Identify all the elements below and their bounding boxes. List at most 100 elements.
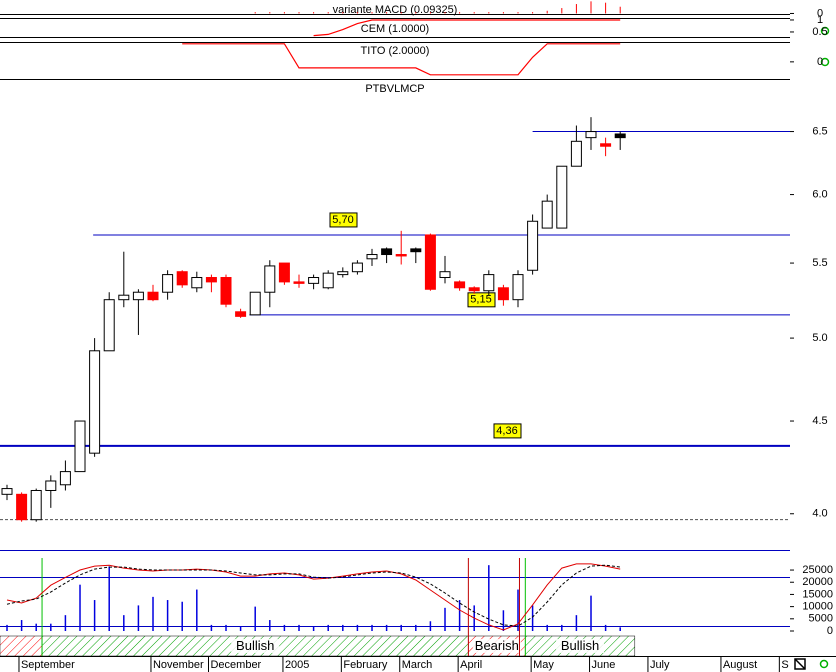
candle-body: [132, 291, 144, 301]
oscillator-line: [6, 564, 621, 627]
candle-body: [308, 277, 320, 284]
candle-body: [103, 299, 115, 352]
candle-body: [176, 271, 188, 286]
candle-body: [614, 133, 626, 139]
line: [313, 19, 621, 37]
bar: [488, 12, 490, 14]
candle-body: [424, 234, 436, 290]
candle-body: [527, 220, 539, 271]
bar: [459, 12, 461, 14]
x-tick-label: February: [343, 659, 388, 671]
bar: [575, 4, 577, 14]
y-tick-label: 6.5: [812, 125, 827, 137]
icon: [794, 658, 806, 670]
icon[interactable]: [819, 659, 829, 669]
candle-body: [585, 131, 597, 139]
icon[interactable]: [820, 26, 830, 36]
candle-body: [249, 291, 261, 316]
panel-borders: [0, 14, 836, 657]
line: [182, 43, 621, 76]
x-tick-label: May: [533, 659, 554, 671]
bar: [283, 12, 285, 14]
level-label-box: [329, 212, 358, 228]
icons: [794, 26, 830, 670]
level-label-box: [467, 292, 496, 308]
candle-body: [454, 281, 466, 289]
candle-body: [337, 271, 349, 276]
candle-body: [497, 287, 509, 301]
candle-body: [205, 277, 217, 283]
icon[interactable]: [794, 658, 806, 670]
candle-body: [366, 254, 378, 260]
candle-body: [410, 248, 422, 253]
level-label: 4,36: [496, 425, 517, 437]
level-label: 5,15: [470, 294, 491, 306]
y-tick-label: 4.5: [812, 415, 827, 427]
bar: [313, 12, 315, 14]
icon[interactable]: [820, 57, 830, 67]
panel-title: variante MACD (0.09325): [333, 4, 458, 16]
bar: [269, 12, 271, 14]
candle-body: [439, 271, 451, 279]
y-tick-label: 0: [817, 56, 823, 68]
x-tick-label: 2005: [285, 659, 309, 671]
x-tick-label: March: [402, 659, 433, 671]
bar: [502, 12, 504, 14]
signal-label: Bullish: [236, 638, 274, 653]
y-tick-label: 25000: [802, 564, 833, 576]
candle-body: [59, 471, 71, 486]
candle-body: [381, 248, 393, 256]
candle-body: [322, 272, 334, 289]
bar: [619, 6, 621, 14]
x-tick-label: December: [210, 659, 261, 671]
bar: [517, 12, 519, 14]
candle-body: [89, 350, 101, 454]
y-tick-label: 5.0: [812, 332, 827, 344]
bar: [400, 12, 402, 14]
bar: [254, 12, 256, 14]
candle-body: [191, 277, 203, 289]
y-tick-label: 0: [817, 7, 823, 19]
bar: [561, 8, 563, 14]
oscillator-line: [6, 563, 621, 631]
candle-body: [162, 274, 174, 293]
bar: [444, 12, 446, 14]
candle-body: [293, 281, 305, 284]
x-tick-label: September: [21, 659, 75, 671]
bar: [429, 12, 431, 14]
candle-body: [235, 311, 247, 317]
bar: [356, 12, 358, 14]
level-label: 5,70: [332, 214, 353, 226]
candle-body: [483, 274, 495, 292]
x-tick-label: July: [650, 659, 670, 671]
y-tick-label: 10000: [802, 601, 833, 613]
candle-body: [351, 262, 363, 273]
bar: [415, 12, 417, 14]
candle-body: [570, 140, 582, 167]
level-label-box: [493, 423, 522, 439]
signal-label-bg: [556, 639, 605, 653]
bar: [342, 12, 344, 14]
candle-body: [512, 274, 524, 301]
signal-label: Bearish: [475, 638, 519, 653]
bar: [590, 1, 592, 14]
bar: [327, 12, 329, 14]
candle-body: [147, 291, 159, 301]
candle-body: [118, 294, 130, 301]
candle-body: [30, 489, 42, 521]
bar: [371, 12, 373, 14]
y-tick-label: 4.0: [812, 508, 827, 520]
y-tick-label: 5.5: [812, 257, 827, 269]
candle-body: [45, 480, 57, 491]
x-tick-label: S: [781, 659, 788, 671]
candle-body: [74, 420, 86, 473]
x-tick-label: June: [592, 659, 616, 671]
y-tick-label: 1: [817, 14, 823, 26]
x-tick-label: April: [460, 659, 482, 671]
candle-body: [278, 262, 290, 283]
bar: [532, 12, 534, 14]
candle-body: [264, 265, 276, 293]
candle-body: [468, 287, 480, 292]
candle-body: [556, 165, 568, 229]
